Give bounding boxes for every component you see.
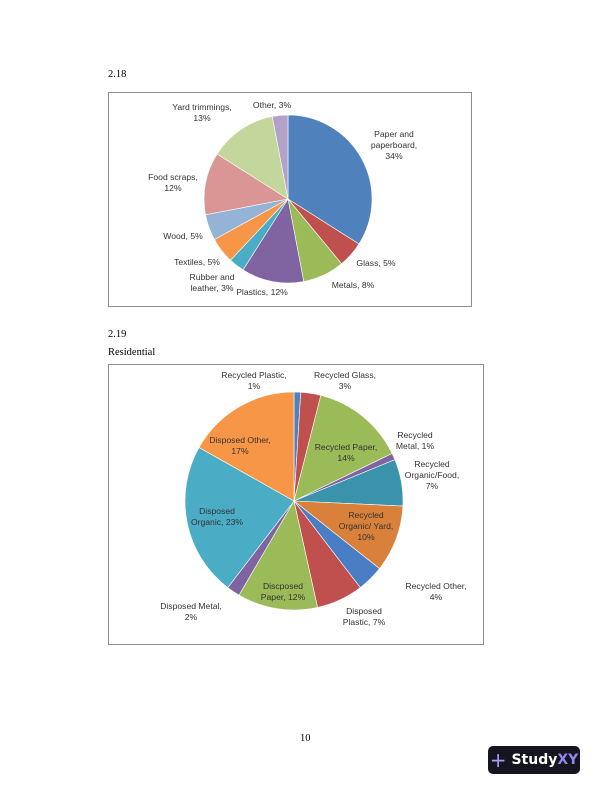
slice-label: Recycled Other, 4% [405, 581, 466, 602]
pie-slice [287, 114, 373, 245]
slice-label: Recycled Paper, 14% [315, 442, 378, 463]
slice-label: Disposed Organic, 23% [191, 506, 243, 527]
watermark-logo: StudyXY [511, 752, 578, 768]
slice-label: Plastics, 12% [236, 287, 288, 297]
brand-text: Study [511, 752, 558, 768]
slice-label: Recycled Organic/ Yard, 10% [339, 510, 394, 542]
pie-slice [293, 394, 393, 502]
slice-label: Disposed Metal, 2% [160, 601, 222, 622]
slice-label: Other, 3% [253, 100, 292, 110]
slice-label: Food scraps, 12% [148, 172, 198, 193]
slice-label: Textiles, 5% [174, 257, 220, 267]
page-number: 10 [300, 733, 311, 744]
section-number-2-19: 2.19 [108, 329, 127, 340]
slice-label: Wood, 5% [163, 231, 203, 241]
pie-slice [271, 114, 289, 200]
slice-label: Metals, 8% [332, 280, 375, 290]
brand-text-accent: XY [557, 752, 579, 768]
pie-slice [203, 153, 289, 216]
slice-label: Discposed Paper, 12% [261, 581, 306, 602]
pie-slice [216, 116, 289, 200]
pie-slice [238, 500, 318, 611]
slice-label: Recycled Organic/Food, 7% [405, 459, 459, 491]
slice-label: Paper and paperboard, 34% [371, 129, 417, 161]
section-subtitle: Residential [108, 347, 156, 358]
slice-label: Rubber and leather, 3% [190, 272, 235, 293]
slice-label: Recycled Metal, 1% [396, 430, 435, 451]
pie-slice [198, 391, 295, 502]
slice-label: Disposed Plastic, 7% [343, 606, 386, 627]
slice-label: Glass, 5% [356, 258, 396, 268]
studyxy-watermark: + StudyXY [488, 746, 580, 774]
slice-label: Yard trimmings, 13% [172, 102, 232, 123]
pie-slice [242, 198, 305, 284]
slice-label: Recycled Glass, 3% [314, 370, 376, 391]
slice-label: Disposed Other, 17% [209, 435, 271, 456]
section-number-2-18: 2.18 [108, 69, 127, 80]
pie-slice [184, 447, 295, 588]
slice-label: Recycled Plastic, 1% [221, 370, 286, 391]
plus-icon: + [489, 748, 507, 772]
